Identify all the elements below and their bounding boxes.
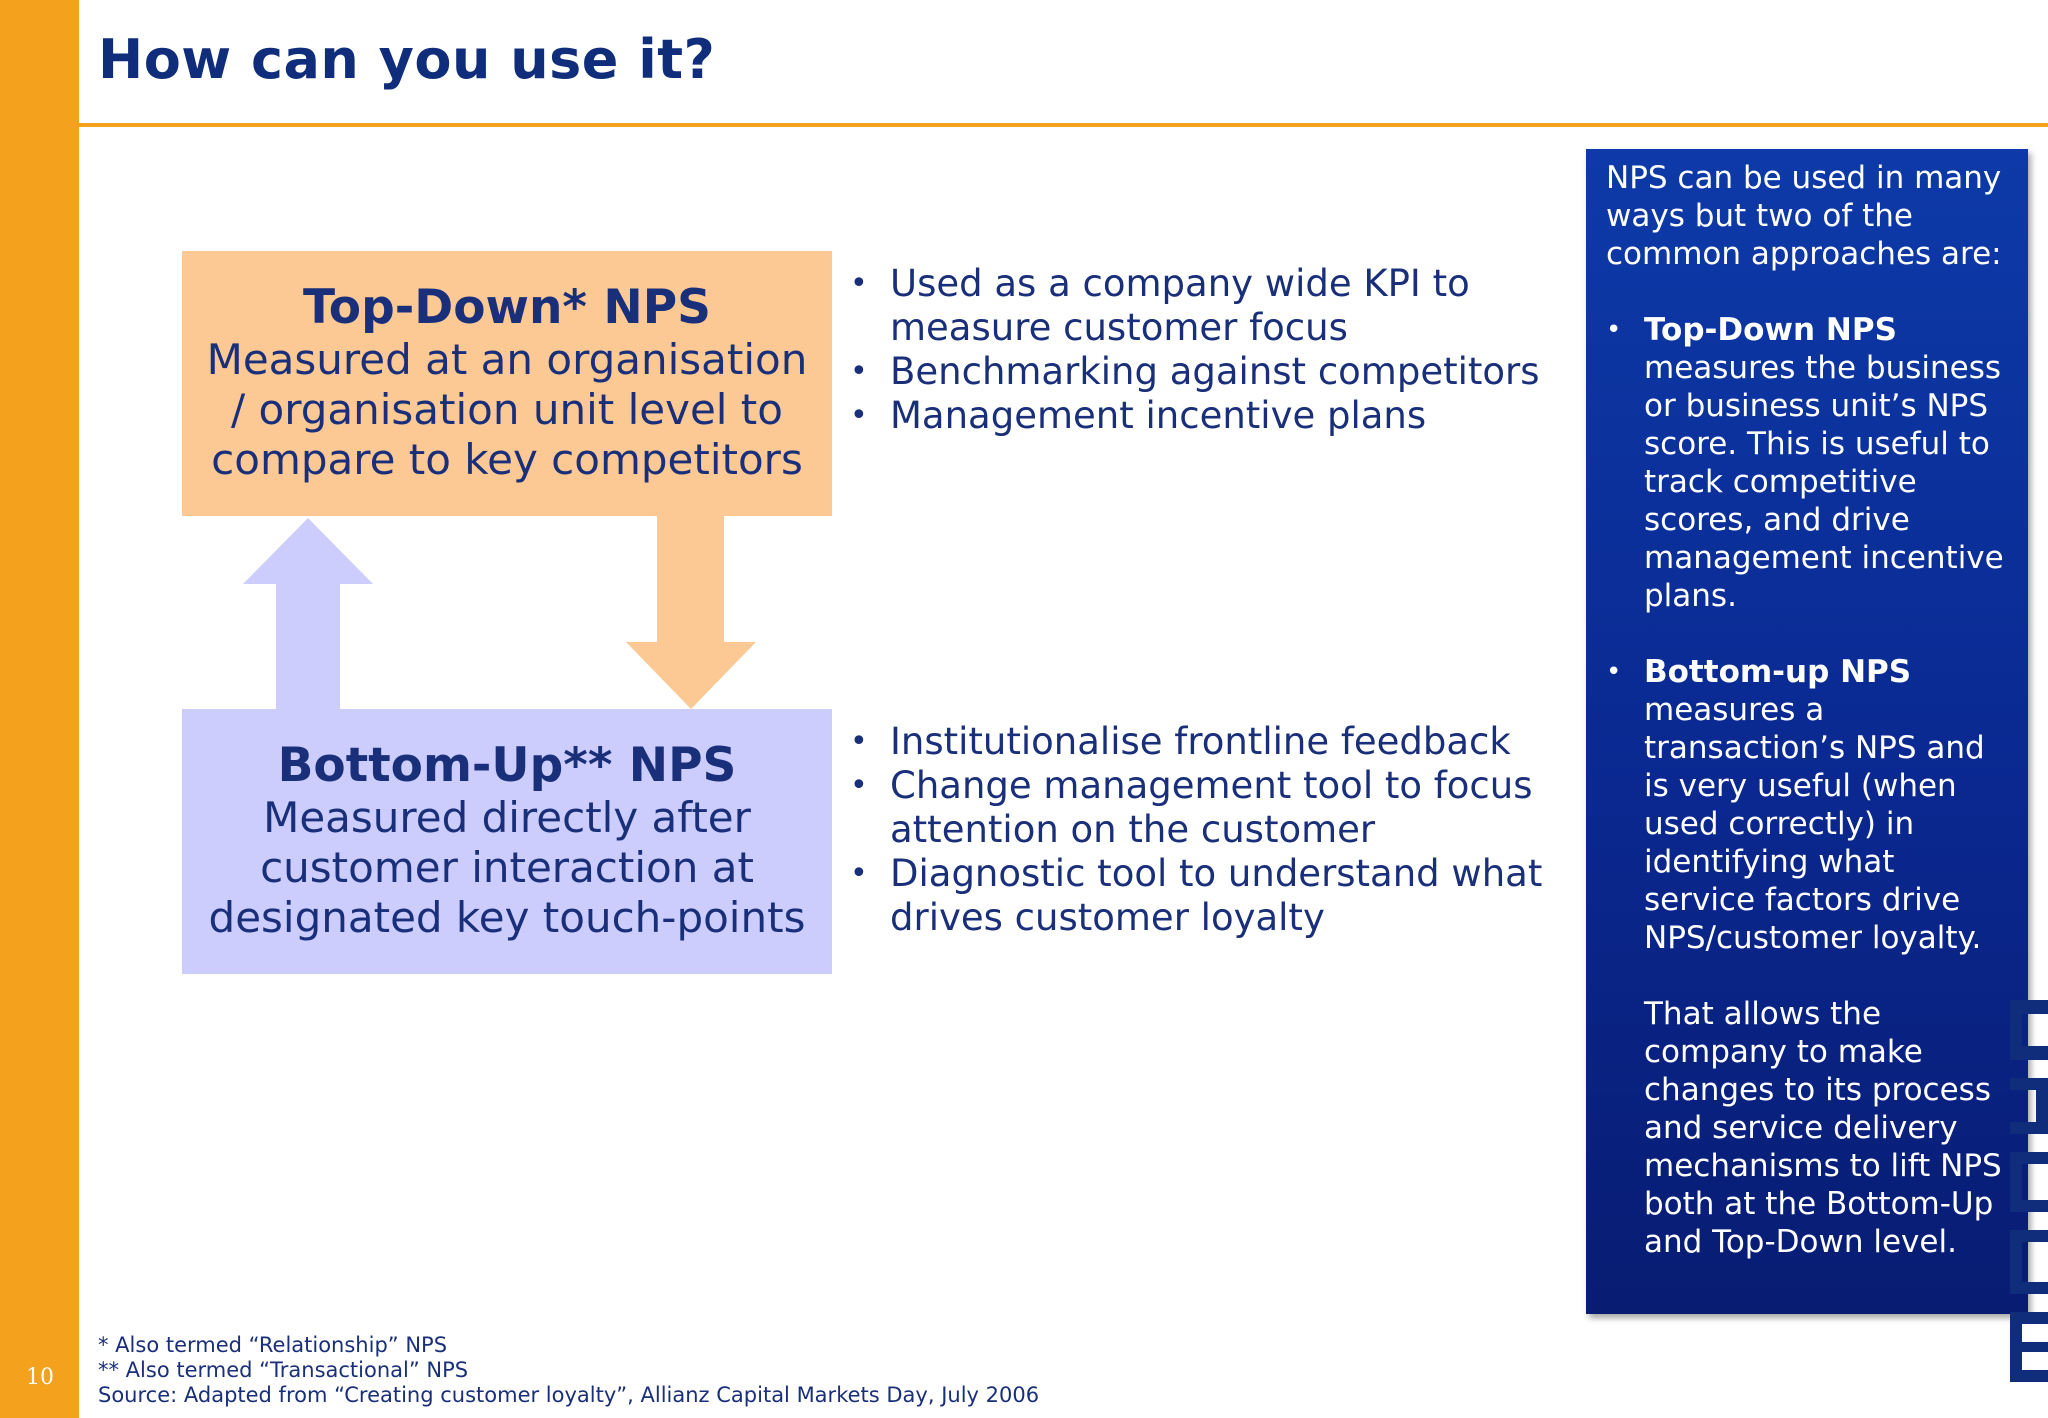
list-item: Benchmarking against competitors xyxy=(850,350,1550,394)
panel-item-bottom-up: Bottom-up NPS measures a transaction’s N… xyxy=(1606,653,2014,957)
list-item: Institutionalise frontline feedback xyxy=(850,720,1550,764)
bottom-up-heading: Bottom-Up** NPS xyxy=(277,738,737,793)
top-down-heading: Top-Down* NPS xyxy=(302,280,711,335)
up-arrow-icon xyxy=(243,518,373,711)
bottom-up-uses-list: Institutionalise frontline feedback Chan… xyxy=(850,720,1550,940)
panel-item-bottom-up-text: measures a transaction’s NPS and is very… xyxy=(1644,692,1985,956)
list-item: Diagnostic tool to understand what drive… xyxy=(850,852,1550,940)
bottom-up-nps-box: Bottom-Up** NPS Measured directly after … xyxy=(182,709,832,974)
list-item: Management incentive plans xyxy=(850,394,1550,438)
left-accent-bar xyxy=(0,0,79,1418)
panel-item-top-down: Top-Down NPS measures the business or bu… xyxy=(1606,311,2014,615)
top-down-line-2: / organisation unit level to xyxy=(231,385,783,434)
top-down-line-3: compare to key competitors xyxy=(211,435,803,484)
list-item: Used as a company wide KPI to measure cu… xyxy=(850,262,1550,350)
footnote-transactional: ** Also termed “Transactional” NPS xyxy=(98,1358,469,1382)
panel-item-top-down-title: Top-Down NPS xyxy=(1644,312,1897,348)
bottom-up-line-3: designated key touch-points xyxy=(208,893,806,942)
bottom-up-line-1: Measured directly after xyxy=(263,793,751,842)
bottom-up-line-2: customer interaction at xyxy=(260,843,754,892)
top-down-uses-list: Used as a company wide KPI to measure cu… xyxy=(850,262,1550,438)
top-down-nps-box: Top-Down* NPS Measured at an organisatio… xyxy=(182,251,832,516)
top-down-line-1: Measured at an organisation xyxy=(206,335,808,384)
panel-item-bottom-up-title: Bottom-up NPS xyxy=(1644,654,1912,690)
page-number: 10 xyxy=(26,1365,54,1390)
brand-logo-icon xyxy=(2010,1000,2048,1382)
title-divider xyxy=(79,123,2048,127)
slide-title: How can you use it? xyxy=(98,28,716,91)
nps-explanation-panel: NPS can be used in many ways but two of … xyxy=(1586,149,2028,1314)
source-citation: Source: Adapted from “Creating customer … xyxy=(98,1383,1040,1407)
panel-approaches-list: Top-Down NPS measures the business or bu… xyxy=(1606,311,2014,957)
footnotes: * Also termed “Relationship” NPS ** Also… xyxy=(98,1333,1039,1408)
panel-intro: NPS can be used in many ways but two of … xyxy=(1606,160,2002,272)
panel-item-bottom-up-extra: That allows the company to make changes … xyxy=(1644,996,2002,1260)
footnote-relationship: * Also termed “Relationship” NPS xyxy=(98,1333,448,1357)
down-arrow-icon xyxy=(626,516,756,709)
list-item: Change management tool to focus attentio… xyxy=(850,764,1550,852)
panel-item-top-down-text: measures the business or business unit’s… xyxy=(1644,350,2004,614)
